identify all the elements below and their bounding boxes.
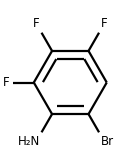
Text: F: F: [33, 17, 40, 30]
Text: F: F: [101, 17, 107, 30]
Text: F: F: [3, 76, 9, 89]
Text: Br: Br: [101, 135, 114, 148]
Text: H₂N: H₂N: [18, 135, 40, 148]
